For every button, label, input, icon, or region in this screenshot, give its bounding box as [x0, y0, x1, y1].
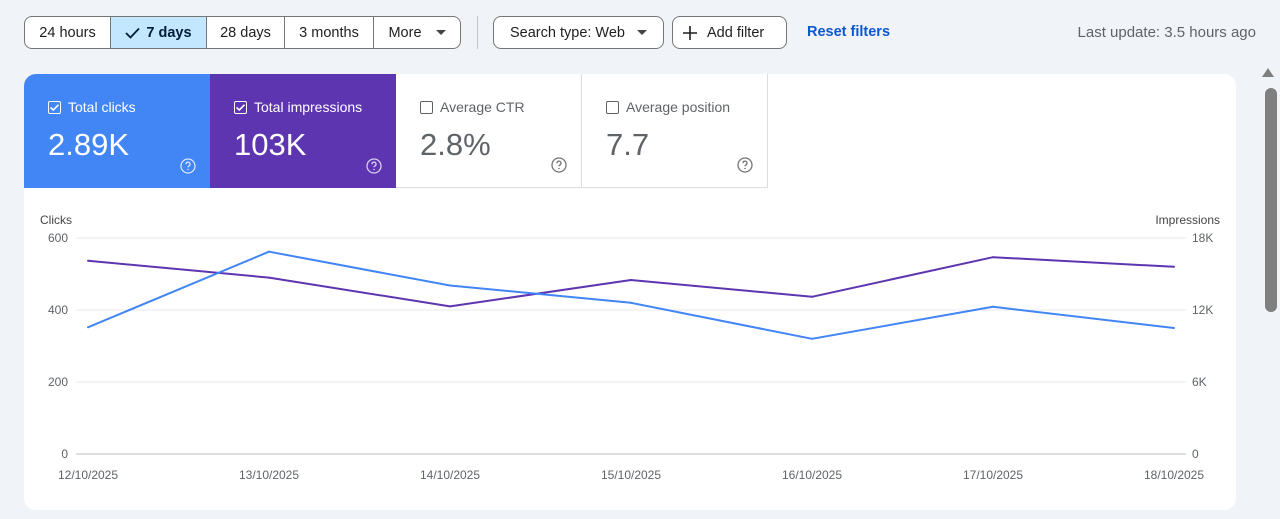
check-icon [125, 27, 141, 39]
checkbox-unchecked-icon [606, 100, 619, 114]
range-3-months[interactable]: 3 months [285, 17, 374, 48]
metric-value: 2.8% [420, 127, 491, 162]
metric-value: 7.7 [606, 127, 650, 162]
metric-average-ctr[interactable]: Average CTR 2.8% [396, 74, 582, 188]
range-label: 24 hours [39, 24, 96, 41]
checkbox-checked-icon [48, 100, 61, 114]
dropdown-arrow-icon [435, 29, 446, 35]
performance-card: Total clicks 2.89K Total impressions 103… [24, 74, 1236, 510]
dropdown-arrow-icon [637, 29, 647, 35]
plus-icon [683, 25, 697, 40]
range-label: 7 days [146, 24, 192, 41]
help-icon[interactable] [737, 157, 753, 173]
metric-average-position[interactable]: Average position 7.7 [582, 74, 768, 188]
search-type-dropdown[interactable]: Search type: Web [493, 16, 664, 49]
toolbar-divider [477, 16, 478, 49]
range-label: More [388, 24, 422, 41]
metric-value: 103K [234, 127, 307, 162]
reset-filters-link[interactable]: Reset filters [807, 24, 891, 40]
search-type-label: Search type: Web [510, 24, 625, 41]
metric-label: Total clicks [68, 99, 136, 115]
metric-label: Total impressions [254, 99, 363, 115]
help-icon[interactable] [366, 158, 382, 174]
scroll-up-arrow[interactable] [1262, 68, 1274, 77]
last-update-text: Last update: 3.5 hours ago [1077, 24, 1256, 41]
add-filter-button[interactable]: Add filter [672, 16, 787, 49]
metric-label: Average CTR [440, 99, 525, 115]
date-range-selector: 24 hours 7 days 28 days 3 months More [24, 16, 461, 49]
metric-total-impressions[interactable]: Total impressions 103K [210, 74, 396, 188]
range-label: 3 months [299, 24, 359, 41]
range-24-hours[interactable]: 24 hours [25, 17, 111, 48]
range-more-dropdown[interactable]: More [374, 17, 460, 48]
checkbox-unchecked-icon [420, 100, 433, 114]
range-label: 28 days [220, 24, 271, 41]
scrollbar-thumb[interactable] [1265, 88, 1277, 312]
range-28-days[interactable]: 28 days [207, 17, 285, 48]
metric-label: Average position [626, 99, 731, 115]
add-filter-label: Add filter [707, 24, 765, 41]
range-7-days[interactable]: 7 days [111, 17, 207, 48]
help-icon[interactable] [551, 157, 567, 173]
checkbox-checked-icon [234, 100, 247, 114]
metric-value: 2.89K [48, 127, 130, 162]
help-icon[interactable] [180, 158, 196, 174]
metric-total-clicks[interactable]: Total clicks 2.89K [24, 74, 210, 188]
